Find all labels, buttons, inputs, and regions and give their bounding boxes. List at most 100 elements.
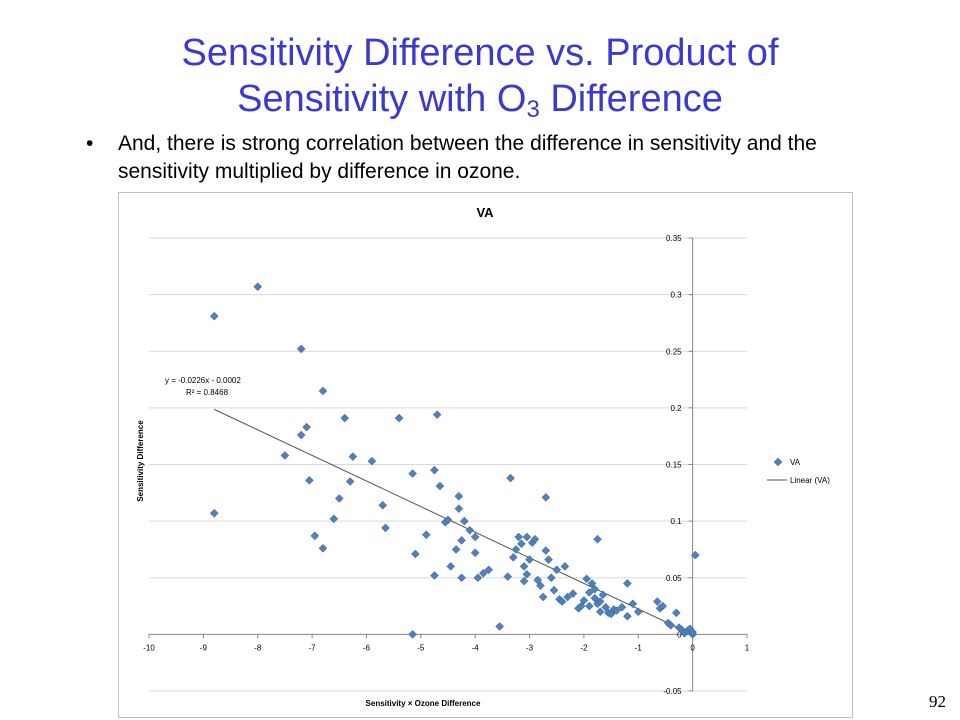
data-point <box>329 514 339 524</box>
data-point <box>595 607 605 617</box>
data-point <box>544 555 553 564</box>
data-point <box>470 548 480 558</box>
data-point <box>511 545 521 554</box>
data-point <box>470 532 480 542</box>
data-point <box>340 413 350 423</box>
data-point <box>457 536 466 545</box>
data-point <box>590 584 600 594</box>
data-point <box>538 592 548 602</box>
data-point <box>465 525 475 535</box>
x-tick-label: 0 <box>690 643 695 652</box>
data-point <box>525 555 534 564</box>
data-point <box>598 590 608 600</box>
data-point <box>334 494 344 503</box>
data-point <box>514 532 524 542</box>
legend-label-va: VA <box>790 458 801 467</box>
data-point <box>546 573 556 583</box>
data-point <box>593 534 602 544</box>
data-point <box>576 601 586 611</box>
title-line-2-post: Difference <box>539 78 723 120</box>
data-point <box>541 546 551 555</box>
chart-frame: -0.05 0 0.05 0.1 0.15 0.2 0.25 0.3 0.35 -10 -9 -8 -7… <box>118 192 853 718</box>
data-point <box>549 585 559 595</box>
data-point <box>541 492 551 502</box>
data-point <box>430 571 439 580</box>
y-tick-label: 0.1 <box>671 517 683 526</box>
y-tick-label: -0.05 <box>663 687 682 696</box>
data-point <box>579 596 589 605</box>
trendline-equation: y = -0.0226x - 0.0002 <box>165 376 241 385</box>
x-tick-label: -1 <box>635 643 643 652</box>
data-point <box>522 569 532 579</box>
data-point <box>367 456 377 466</box>
data-point <box>508 553 518 562</box>
data-point <box>522 532 532 542</box>
legend-marker-va <box>773 457 783 467</box>
data-point <box>506 473 515 483</box>
data-point <box>209 311 219 321</box>
data-point <box>296 430 306 440</box>
data-point <box>446 562 456 571</box>
data-point <box>688 627 697 637</box>
data-point <box>408 469 418 478</box>
data-point <box>457 573 466 583</box>
data-point <box>590 593 600 603</box>
data-point <box>568 589 578 598</box>
data-point <box>582 574 591 584</box>
data-point <box>557 597 567 606</box>
data-point <box>623 579 632 588</box>
y-tick-label: 0.2 <box>671 404 683 413</box>
x-tick-label: -7 <box>309 643 317 652</box>
x-tick-label: -10 <box>143 643 155 652</box>
data-point <box>652 597 662 606</box>
data-point <box>318 386 328 396</box>
title-line-1: Sensitivity Difference vs. Product of <box>181 32 779 74</box>
data-point <box>305 476 314 485</box>
x-tick-label: -9 <box>200 643 208 652</box>
data-point <box>628 599 638 609</box>
data-point <box>503 572 513 581</box>
data-point <box>345 477 355 486</box>
data-point <box>584 601 594 611</box>
trendline-layer <box>214 408 693 636</box>
data-point <box>612 606 621 615</box>
data-point <box>310 531 320 541</box>
data-point <box>473 573 483 583</box>
data-point <box>280 451 290 460</box>
axes <box>148 237 748 692</box>
x-tick-label: -8 <box>254 643 262 652</box>
data-point <box>394 413 404 423</box>
data-point <box>691 550 700 560</box>
data-point <box>633 607 643 617</box>
y-tick-label: 0.05 <box>666 574 682 583</box>
x-tick-label: 1 <box>745 643 750 652</box>
data-point <box>421 530 431 540</box>
y-tick-label: 0.25 <box>666 347 682 356</box>
data-point <box>658 601 668 611</box>
data-point <box>530 534 540 544</box>
title-subscript: 3 <box>526 96 540 123</box>
x-tick-label: -2 <box>580 643 588 652</box>
data-point <box>533 575 543 585</box>
data-point <box>552 565 562 575</box>
trendline <box>214 408 693 636</box>
data-point <box>617 602 627 612</box>
title-line-2: Sensitivity with O3 Difference <box>60 76 900 122</box>
y-axis-label: Sensitivity Difference <box>136 420 145 502</box>
data-point <box>253 282 263 292</box>
x-tick-label: -6 <box>363 643 371 652</box>
y-tick-label: 0.3 <box>671 291 683 300</box>
x-tick-label: -5 <box>417 643 425 652</box>
data-point <box>430 465 439 475</box>
data-point <box>519 562 529 571</box>
data-point <box>666 620 676 630</box>
data-point <box>536 581 545 591</box>
title-line-2-pre: Sensitivity with O <box>237 78 527 120</box>
data-point <box>302 422 312 432</box>
data-point <box>454 504 464 514</box>
bullet-dot-icon: • <box>86 132 94 155</box>
data-point <box>318 543 328 553</box>
data-point <box>595 597 605 606</box>
